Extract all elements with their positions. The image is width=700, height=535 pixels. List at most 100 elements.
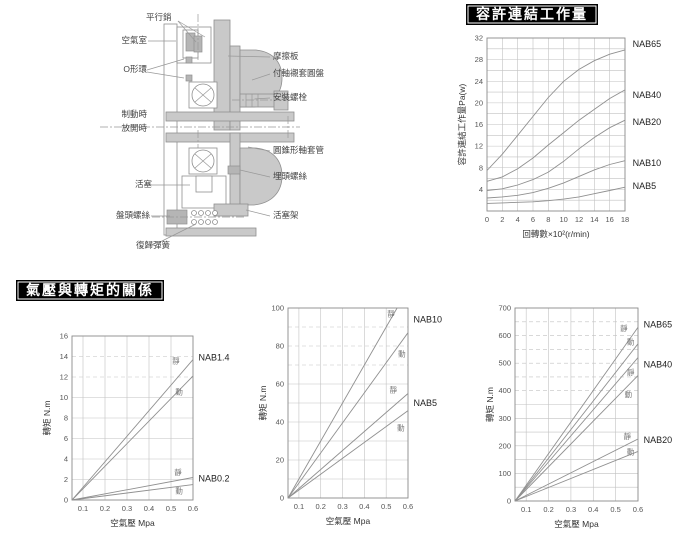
svg-text:6: 6: [64, 434, 68, 443]
diagram-drawing: [100, 14, 300, 243]
svg-text:14: 14: [60, 352, 68, 361]
label-return-spring: 復歸彈簧: [136, 240, 171, 250]
chart-allowable-connection-work: 4 8 12 16 20 24 28 32 0 2 4 6 8 10 12 14 16 18 回轉數×10²(r/m…: [457, 28, 700, 263]
svg-text:0.4: 0.4: [144, 504, 154, 513]
svg-text:容許連結工作量Pa(w): 容許連結工作量Pa(w): [457, 83, 467, 165]
svg-text:動: 動: [625, 390, 633, 399]
svg-text:NAB65: NAB65: [644, 320, 673, 330]
svg-text:0.3: 0.3: [566, 505, 576, 514]
svg-text:0: 0: [485, 215, 489, 224]
svg-text:6: 6: [531, 215, 535, 224]
svg-text:0.3: 0.3: [337, 502, 347, 511]
svg-text:動: 動: [627, 447, 635, 456]
svg-text:NAB65: NAB65: [633, 39, 662, 49]
svg-text:NAB20: NAB20: [644, 435, 673, 445]
svg-text:60: 60: [276, 380, 284, 389]
svg-text:0.5: 0.5: [381, 502, 391, 511]
svg-text:0.5: 0.5: [166, 504, 176, 513]
svg-text:0.3: 0.3: [122, 504, 132, 513]
label-when-released: 放開時: [121, 123, 147, 133]
svg-text:NAB5: NAB5: [633, 181, 657, 191]
svg-text:8: 8: [546, 215, 550, 224]
svg-text:動: 動: [175, 387, 183, 396]
svg-text:8: 8: [479, 163, 483, 172]
svg-text:NAB10: NAB10: [413, 314, 442, 324]
svg-text:0: 0: [280, 494, 284, 503]
svg-text:0.2: 0.2: [543, 505, 553, 514]
svg-text:40: 40: [276, 418, 284, 427]
svg-text:200: 200: [498, 441, 511, 450]
svg-text:0.2: 0.2: [100, 504, 110, 513]
svg-text:NAB20: NAB20: [633, 117, 662, 127]
label-o-ring: O形環: [123, 64, 147, 74]
svg-text:動: 動: [627, 338, 635, 347]
svg-text:18: 18: [621, 215, 629, 224]
label-bushing-disc: 付軸襯套圓盤: [273, 68, 325, 78]
svg-text:NAB0.2: NAB0.2: [199, 473, 230, 483]
svg-text:NAB10: NAB10: [633, 158, 662, 168]
svg-text:16: 16: [60, 332, 68, 341]
svg-text:動: 動: [175, 486, 183, 495]
svg-text:4: 4: [516, 215, 520, 224]
svg-text:80: 80: [276, 342, 284, 351]
svg-text:靜: 靜: [174, 467, 182, 477]
svg-text:NAB40: NAB40: [644, 360, 673, 370]
svg-text:空氣壓 Mpa: 空氣壓 Mpa: [110, 518, 155, 528]
label-conical-sleeve: 圓錐形軸套管: [273, 145, 325, 155]
svg-text:靜: 靜: [620, 323, 628, 333]
svg-text:100: 100: [271, 304, 284, 313]
svg-text:動: 動: [398, 350, 406, 359]
label-mounting-bolt: 安裝螺栓: [273, 92, 308, 102]
svg-text:0.1: 0.1: [294, 502, 304, 511]
svg-text:NAB5: NAB5: [413, 398, 437, 408]
svg-text:500: 500: [498, 359, 511, 368]
svg-text:20: 20: [276, 456, 284, 465]
chart-torque-nab10-nab5: 0 20 40 60 80 100 0.1 0.2 0.3 0.4 0.5 0.6 空氣壓 Mpa 轉矩 …: [236, 297, 486, 535]
label-piston-frame: 活塞架: [273, 210, 299, 220]
svg-text:空氣壓 Mpa: 空氣壓 Mpa: [554, 519, 599, 529]
brake-cross-section-diagram: 平行銷 空氣室 O形環 制動時 放開時 活塞 盤頭螺絲 復歸彈簧 摩擦板 付軸襯…: [0, 0, 340, 270]
svg-text:0.2: 0.2: [316, 502, 326, 511]
svg-text:32: 32: [475, 34, 483, 43]
svg-text:靜: 靜: [172, 356, 180, 366]
svg-text:動: 動: [397, 424, 405, 433]
svg-text:24: 24: [475, 77, 483, 86]
svg-text:0.5: 0.5: [610, 505, 620, 514]
svg-text:回轉數×10²(r/min): 回轉數×10²(r/min): [522, 229, 589, 239]
svg-text:0.6: 0.6: [403, 502, 413, 511]
chart-torque-nab1-4-nab0-2: 0 2 4 6 8 10 12 14 16 0.1 0.2 0.3 0.4 0.5 0.6 空氣壓 Mpa 轉矩…: [20, 325, 270, 530]
svg-text:20: 20: [475, 98, 483, 107]
svg-text:轉矩 N.m: 轉矩 N.m: [258, 386, 268, 421]
svg-text:12: 12: [475, 142, 483, 151]
svg-text:10: 10: [559, 215, 567, 224]
label-piston: 活塞: [134, 179, 152, 189]
svg-text:16: 16: [605, 215, 613, 224]
svg-text:600: 600: [498, 331, 511, 340]
label-countersunk-screw: 埋頭螺絲: [273, 171, 308, 181]
svg-text:12: 12: [60, 373, 68, 382]
svg-text:28: 28: [475, 55, 483, 64]
svg-text:0.1: 0.1: [78, 504, 88, 513]
chart-torque-nab65-nab40-nab20: 0 100 200 300 400 500 600 700 0.1 0.2 0.3 0.4 0.5 0.6…: [463, 297, 700, 535]
svg-text:靜: 靜: [623, 431, 631, 441]
svg-text:0.6: 0.6: [633, 505, 643, 514]
svg-text:2: 2: [500, 215, 504, 224]
svg-text:轉矩 N.m: 轉矩 N.m: [485, 387, 495, 422]
section-title-pressure-torque-text: 氣壓與轉矩的關係: [26, 282, 154, 298]
svg-text:4: 4: [479, 185, 483, 194]
svg-text:8: 8: [64, 414, 68, 423]
svg-text:2: 2: [64, 475, 68, 484]
svg-text:400: 400: [498, 386, 511, 395]
svg-text:0.4: 0.4: [588, 505, 598, 514]
svg-text:0: 0: [64, 496, 68, 505]
label-pan-head-screw: 盤頭螺絲: [115, 210, 150, 220]
svg-text:靜: 靜: [627, 367, 635, 377]
svg-text:轉矩 N.m: 轉矩 N.m: [42, 401, 52, 436]
svg-text:12: 12: [575, 215, 583, 224]
svg-text:靜: 靜: [387, 309, 395, 319]
svg-text:16: 16: [475, 120, 483, 129]
label-air-chamber: 空氣室: [121, 35, 147, 45]
svg-text:0.6: 0.6: [188, 504, 198, 513]
svg-text:靜: 靜: [389, 385, 397, 395]
